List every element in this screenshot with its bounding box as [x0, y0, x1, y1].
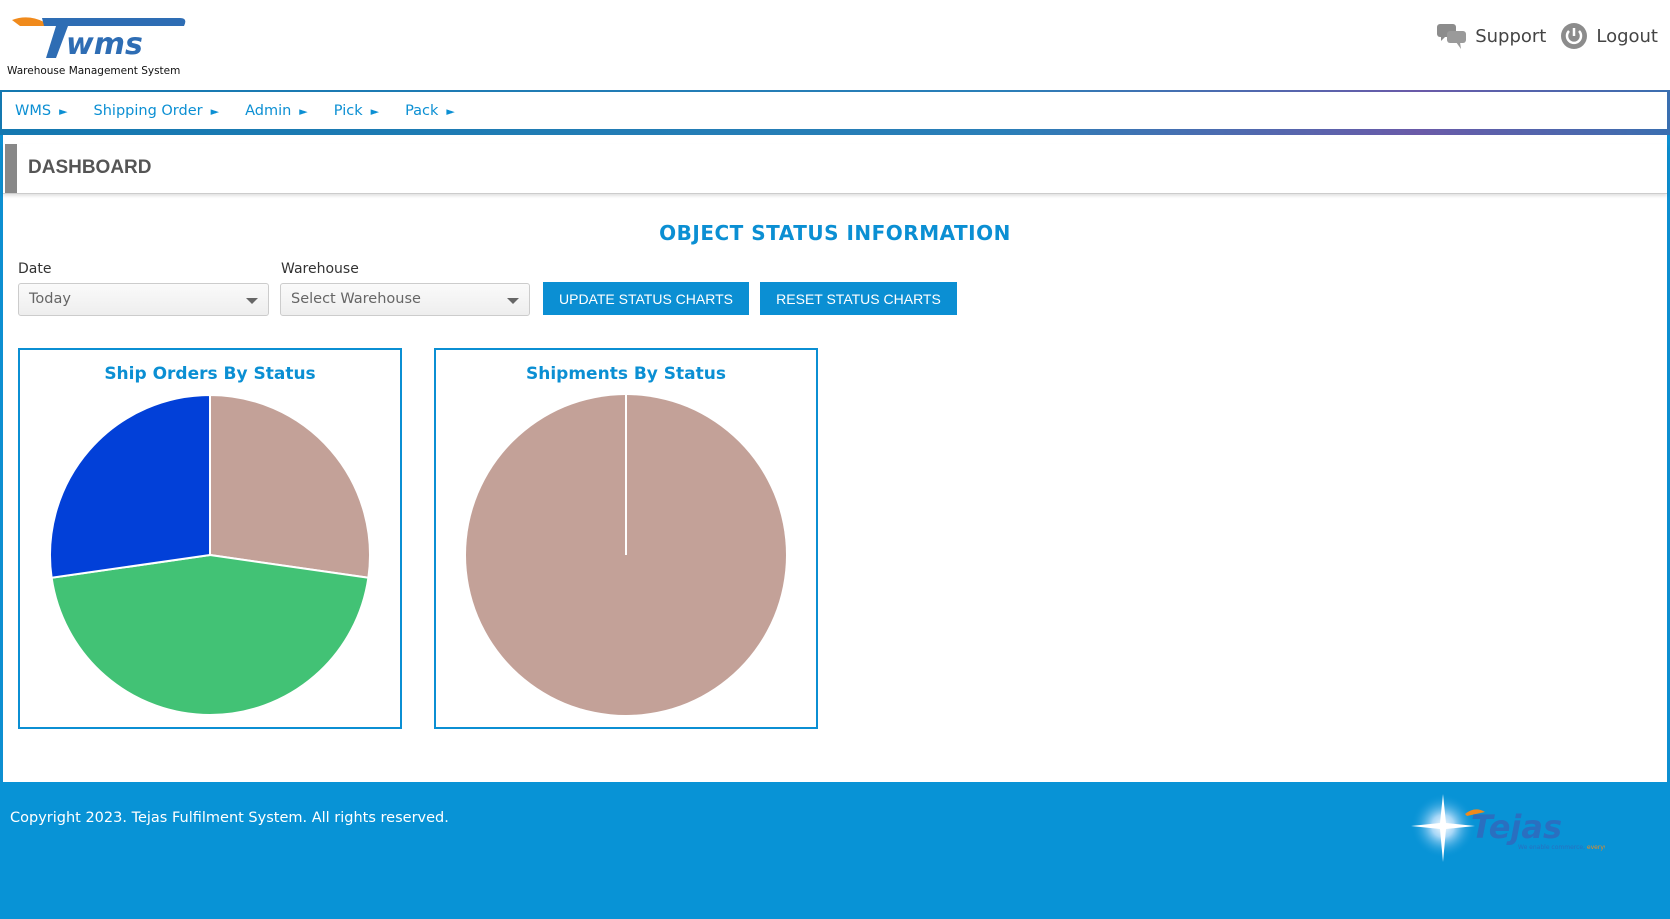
arrow-right-icon: ► [210, 104, 220, 118]
ship-orders-chart-card: Ship Orders By Status [18, 348, 402, 729]
arrow-right-icon: ► [59, 104, 68, 118]
footer: Copyright 2023. Tejas Fulfilment System.… [0, 782, 1670, 919]
section-title: OBJECT STATUS INFORMATION [659, 221, 1011, 245]
chevron-down-icon [507, 298, 519, 304]
date-value: Today [29, 291, 71, 307]
pie-slice[interactable] [49, 393, 211, 579]
app-header: wms Warehouse Management System Support … [0, 0, 1670, 90]
date-label: Date [18, 261, 52, 277]
nav-item-pick[interactable]: Pick ► [334, 103, 379, 119]
twms-logo[interactable]: wms [8, 12, 188, 64]
nav-item-admin[interactable]: Admin ► [245, 103, 308, 119]
logo-subtitle: Warehouse Management System [7, 65, 181, 77]
pie-slice[interactable] [50, 553, 370, 716]
support-label: Support [1475, 25, 1547, 47]
nav-label: Pack [405, 102, 439, 119]
nav-item-wms[interactable]: WMS ► [15, 103, 68, 119]
svg-text:We enable commerce, everywhere: We enable commerce, everywhere. [1518, 844, 1605, 851]
shipments-pie-chart [466, 395, 786, 715]
warehouse-select[interactable]: Select Warehouse [280, 283, 530, 316]
copyright-text: Copyright 2023. Tejas Fulfilment System.… [10, 810, 449, 826]
nav-label: Admin [245, 102, 292, 119]
nav-item-pack[interactable]: Pack ► [405, 103, 455, 119]
shipments-chart-card: Shipments By Status [434, 348, 818, 729]
chart-title: Ship Orders By Status [104, 364, 316, 384]
date-select[interactable]: Today [18, 283, 269, 316]
chart-title: Shipments By Status [526, 364, 726, 384]
ship-orders-pie-chart [49, 393, 371, 716]
main-nav: WMS ► Shipping Order ► Admin ► Pick ► Pack ► [0, 90, 1670, 135]
svg-text:Tejas: Tejas [1471, 808, 1562, 846]
update-status-charts-button[interactable]: UPDATE STATUS CHARTS [543, 282, 749, 315]
header-accent-bar [5, 144, 17, 193]
nav-item-shipping-order[interactable]: Shipping Order ► [94, 103, 220, 119]
chat-bubbles-icon [1437, 24, 1467, 49]
pie-slice[interactable] [209, 393, 371, 579]
chevron-down-icon [246, 298, 258, 304]
warehouse-placeholder: Select Warehouse [291, 291, 421, 307]
logout-link[interactable]: Logout [1560, 22, 1658, 50]
warehouse-label: Warehouse [281, 261, 359, 277]
arrow-right-icon: ► [299, 104, 308, 118]
power-icon [1561, 23, 1588, 49]
tejas-logo: Tejas We enable commerce, everywhere. [1411, 794, 1605, 862]
reset-status-charts-button[interactable]: RESET STATUS CHARTS [760, 282, 957, 315]
nav-label: WMS [15, 102, 52, 119]
nav-label: Shipping Order [93, 102, 203, 119]
page-header: DASHBOARD [3, 144, 1667, 194]
nav-label: Pick [333, 102, 363, 119]
support-link[interactable]: Support [1437, 22, 1546, 50]
arrow-right-icon: ► [370, 104, 380, 118]
svg-text:wms: wms [66, 27, 143, 62]
arrow-right-icon: ► [446, 104, 455, 118]
logout-label: Logout [1596, 25, 1658, 47]
main-content: DASHBOARD OBJECT STATUS INFORMATION Date… [0, 135, 1670, 782]
page-title: DASHBOARD [28, 157, 152, 178]
